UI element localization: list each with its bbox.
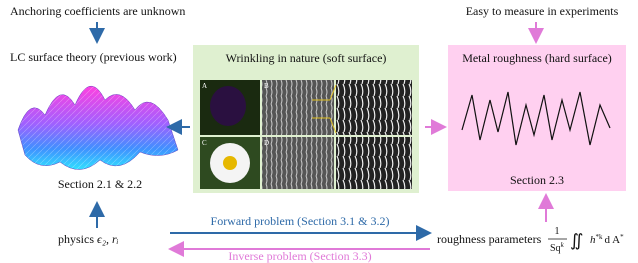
right-box	[448, 45, 626, 191]
surface-plot	[18, 86, 178, 169]
physics-symbols: ϵ₂, rᵢ	[97, 232, 119, 246]
roughness-label: roughness parameters	[437, 232, 542, 246]
left-title: LC surface theory (previous work)	[10, 50, 177, 64]
denominator: Sqk	[550, 241, 565, 254]
differential: d A	[605, 234, 621, 246]
forward-label: Forward problem (Section 3.1 & 3.2)	[211, 214, 390, 228]
integral: ∬	[570, 231, 583, 250]
top-left-text: Anchoring coefficients are unknown	[10, 4, 185, 18]
left-caption: Section 2.1 & 2.2	[58, 177, 142, 191]
physics-label: physics ϵ₂, rᵢ	[58, 232, 119, 246]
differential-sup: *	[620, 233, 624, 241]
panel-letter: C	[202, 139, 207, 147]
inverse-label: Inverse problem (Section 3.3)	[228, 249, 371, 263]
physics-word: physics	[58, 232, 94, 246]
right-caption: Section 2.3	[510, 173, 564, 187]
panel-letter: B	[264, 82, 269, 90]
right-title: Metal roughness (hard surface)	[462, 51, 612, 65]
diagram: Anchoring coefficients are unknown LC su…	[0, 0, 638, 263]
panel-letter: A	[202, 82, 207, 90]
middle-title: Wrinkling in nature (soft surface)	[226, 51, 387, 65]
photos	[200, 80, 412, 189]
denominator-base: Sq	[550, 243, 561, 254]
integrand-sup: *k	[596, 233, 604, 241]
top-right-text: Easy to measure in experiments	[466, 4, 619, 18]
denominator-sup: k	[561, 241, 565, 249]
numerator: 1	[555, 226, 560, 237]
panel-letter: D	[264, 139, 269, 147]
